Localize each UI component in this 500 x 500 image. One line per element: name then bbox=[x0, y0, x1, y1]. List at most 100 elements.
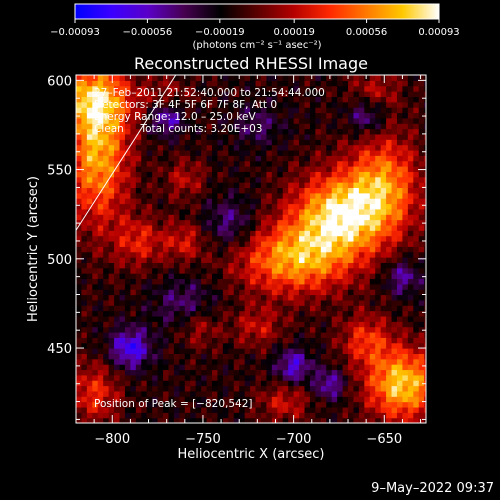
heatmap-cell bbox=[190, 214, 197, 221]
heatmap-cell bbox=[130, 182, 137, 189]
heatmap-cell bbox=[260, 321, 268, 328]
heatmap-cell bbox=[146, 417, 153, 423]
heatmap-cell bbox=[152, 369, 159, 376]
heatmap-cell bbox=[260, 187, 268, 194]
heatmap-cell bbox=[309, 224, 316, 231]
heatmap-cell bbox=[369, 310, 376, 317]
heatmap-cell bbox=[206, 214, 213, 221]
heatmap-cell bbox=[168, 235, 175, 242]
heatmap-cell bbox=[228, 107, 235, 114]
heatmap-cell bbox=[222, 117, 229, 124]
heatmap-cell bbox=[271, 182, 278, 189]
heatmap-cell bbox=[119, 240, 126, 247]
heatmap-cell bbox=[418, 342, 425, 349]
heatmap-cell bbox=[380, 208, 387, 215]
heatmap-cell bbox=[179, 348, 186, 354]
heatmap-cell bbox=[271, 364, 278, 371]
heatmap-cell bbox=[375, 96, 382, 103]
heatmap-cell bbox=[173, 144, 180, 151]
heatmap-cell bbox=[86, 219, 93, 226]
heatmap-cell bbox=[342, 380, 349, 387]
heatmap-cell bbox=[130, 230, 137, 237]
heatmap-cell bbox=[266, 91, 273, 98]
heatmap-cell bbox=[288, 214, 295, 221]
heatmap-cell bbox=[135, 80, 142, 87]
heatmap-cell bbox=[190, 203, 197, 210]
heatmap-cell bbox=[255, 230, 262, 237]
heatmap-cell bbox=[76, 133, 83, 140]
heatmap-cell bbox=[76, 139, 83, 146]
heatmap-cell bbox=[266, 160, 273, 167]
heatmap-cell bbox=[206, 353, 213, 360]
heatmap-cell bbox=[233, 380, 240, 387]
heatmap-cell bbox=[299, 155, 306, 162]
heatmap-cell bbox=[380, 358, 387, 365]
heatmap-cell bbox=[364, 289, 371, 296]
heatmap-cell bbox=[163, 187, 170, 194]
heatmap-cell bbox=[277, 278, 284, 285]
heatmap-cell bbox=[407, 155, 414, 162]
heatmap-cell bbox=[299, 208, 306, 215]
heatmap-cell bbox=[119, 149, 126, 156]
heatmap-cell bbox=[260, 401, 268, 408]
heatmap-cell bbox=[92, 310, 99, 317]
heatmap-cell bbox=[222, 385, 229, 392]
heatmap-cell bbox=[76, 160, 83, 167]
heatmap-cell bbox=[250, 133, 257, 140]
heatmap-cell bbox=[244, 331, 251, 338]
heatmap-cell bbox=[358, 219, 365, 226]
heatmap-cell bbox=[92, 112, 99, 119]
heatmap-cell bbox=[288, 91, 295, 98]
heatmap-cell bbox=[114, 326, 121, 333]
heatmap-cell bbox=[239, 278, 246, 285]
heatmap-cell bbox=[391, 262, 398, 269]
heatmap-cell bbox=[260, 107, 268, 114]
heatmap-cell bbox=[81, 278, 88, 285]
heatmap-cell bbox=[222, 80, 229, 87]
heatmap-cell bbox=[141, 101, 148, 108]
heatmap-cell bbox=[97, 224, 104, 231]
heatmap-cell bbox=[201, 230, 208, 237]
heatmap-cell bbox=[222, 160, 229, 167]
heatmap-cell bbox=[331, 417, 338, 423]
heatmap-cell bbox=[380, 96, 387, 103]
heatmap-cell bbox=[320, 257, 327, 263]
heatmap-cell bbox=[97, 91, 104, 98]
heatmap-cell bbox=[369, 214, 376, 221]
heatmap-cell bbox=[418, 321, 425, 328]
heatmap-cell bbox=[119, 101, 126, 108]
heatmap-cell bbox=[163, 401, 170, 408]
heatmap-cell bbox=[146, 187, 153, 194]
heatmap-cell bbox=[299, 262, 306, 269]
heatmap-cell bbox=[135, 278, 142, 285]
heatmap-cell bbox=[396, 75, 404, 81]
heatmap-cell bbox=[299, 315, 306, 322]
heatmap-cell bbox=[353, 230, 360, 237]
heatmap-cell bbox=[260, 283, 268, 290]
heatmap-cell bbox=[424, 214, 426, 221]
heatmap-cell bbox=[233, 155, 240, 162]
heatmap-cell bbox=[331, 278, 338, 285]
heatmap-cell bbox=[424, 75, 426, 81]
heatmap-cell bbox=[320, 267, 327, 274]
heatmap-cell bbox=[239, 353, 246, 360]
heatmap-cell bbox=[97, 331, 104, 338]
heatmap-cell bbox=[157, 192, 164, 199]
heatmap-cell bbox=[76, 396, 83, 403]
heatmap-cell bbox=[288, 267, 295, 274]
heatmap-cell bbox=[266, 75, 273, 81]
heatmap-cell bbox=[141, 80, 148, 87]
heatmap-cell bbox=[407, 246, 414, 253]
heatmap-cell bbox=[86, 240, 93, 247]
heatmap-cell bbox=[277, 406, 284, 413]
heatmap-cell bbox=[146, 294, 153, 301]
heatmap-cell bbox=[424, 187, 426, 194]
heatmap-cell bbox=[391, 214, 398, 221]
heatmap-cell bbox=[309, 385, 316, 392]
heatmap-cell bbox=[190, 198, 197, 205]
heatmap-cell bbox=[337, 396, 344, 403]
heatmap-cell bbox=[217, 112, 224, 119]
heatmap-cell bbox=[309, 283, 316, 290]
heatmap-cell bbox=[342, 321, 349, 328]
heatmap-cell bbox=[271, 283, 278, 290]
